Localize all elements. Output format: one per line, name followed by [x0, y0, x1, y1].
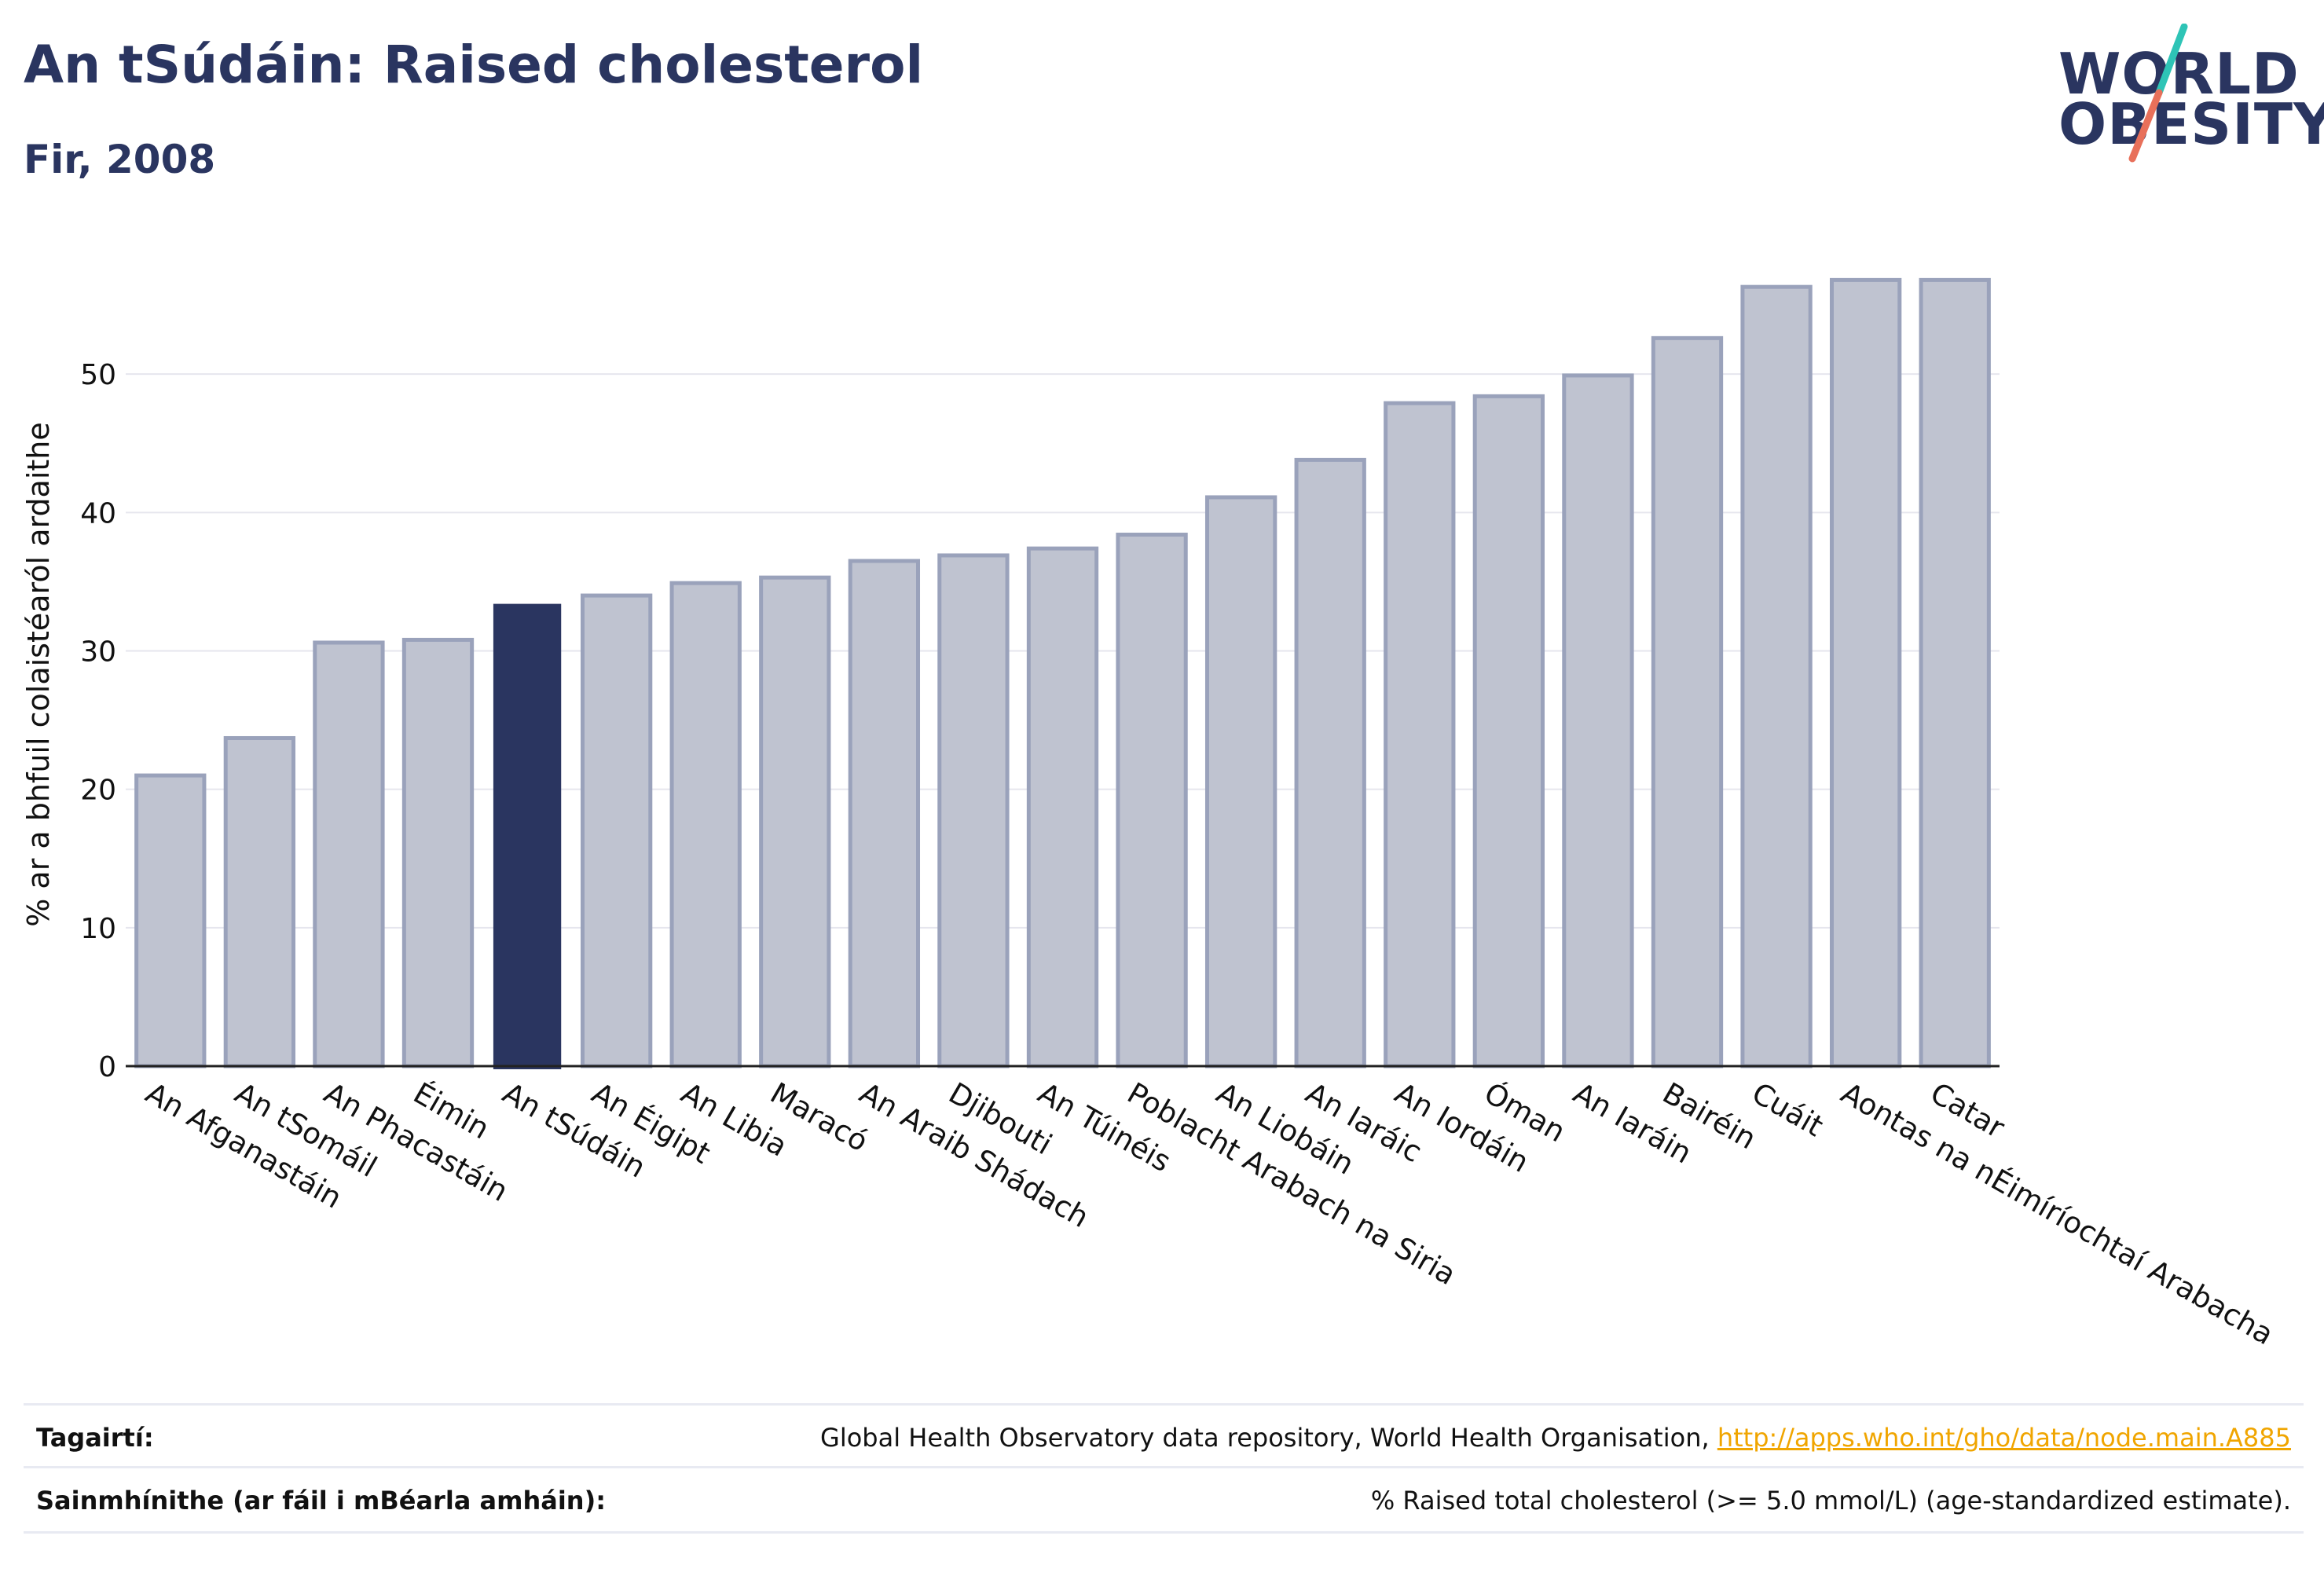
y-tick-label: 40 [80, 497, 116, 530]
bar [313, 640, 385, 1068]
bar [1384, 401, 1456, 1068]
definitions-text: % Raised total cholesterol (>= 5.0 mmol/… [1370, 1486, 2291, 1516]
footer-definitions-row: Sainmhínithe (ar fáil i mBéarla amháin):… [24, 1466, 2304, 1534]
bar [669, 581, 742, 1068]
bar [1562, 373, 1634, 1068]
bar [401, 637, 475, 1068]
bar [1651, 335, 1724, 1068]
bar [1472, 394, 1545, 1068]
x-tick-label: Aontas na nÉimíríochtaí Arabacha [1835, 1076, 2279, 1352]
bar [1026, 546, 1099, 1068]
bar [223, 735, 296, 1068]
chart-subtitle: Fir, 2008 [24, 137, 216, 182]
bar [1919, 277, 1991, 1068]
bar [1116, 533, 1188, 1068]
y-tick-labels: 0 10 20 30 40 50 [80, 359, 116, 1083]
references-value: Global Health Observatory data repositor… [820, 1423, 2291, 1453]
footer-references-row: Tagairtí: Global Health Observatory data… [24, 1403, 2304, 1468]
y-tick-label: 50 [80, 359, 116, 391]
bar [580, 593, 653, 1068]
bar [937, 553, 1010, 1068]
x-tick-label: Cuáit [1747, 1076, 1829, 1144]
logo-slash-icon [2128, 24, 2188, 163]
bar [848, 559, 921, 1068]
y-axis-label: % ar a bhfuil colaistéaról ardaithe [21, 422, 56, 927]
y-tick-label: 0 [98, 1051, 116, 1083]
world-obesity-logo[interactable]: WORLD OBESITY [2058, 24, 2324, 165]
references-link[interactable]: http://apps.who.int/gho/data/node.main.A… [1717, 1423, 2291, 1453]
bar [1740, 284, 1813, 1068]
references-text: Global Health Observatory data repositor… [820, 1423, 1717, 1453]
bar [134, 773, 207, 1068]
chart-title: An tSúdáin: Raised cholesterol [24, 35, 924, 95]
bar [1294, 457, 1366, 1068]
definitions-label: Sainmhínithe (ar fáil i mBéarla amháin): [36, 1486, 606, 1516]
y-tick-label: 20 [80, 775, 116, 807]
bars [134, 277, 1991, 1069]
bar [759, 575, 831, 1068]
y-tick-label: 30 [80, 636, 116, 669]
logo-line-1: WORLD [2058, 41, 2300, 107]
bar [1829, 277, 1902, 1068]
logo-line-2: OBESITY [2058, 91, 2324, 157]
references-label: Tagairtí: [36, 1423, 154, 1453]
y-tick-label: 10 [80, 913, 116, 945]
bar [493, 603, 562, 1069]
bar [1204, 495, 1277, 1068]
